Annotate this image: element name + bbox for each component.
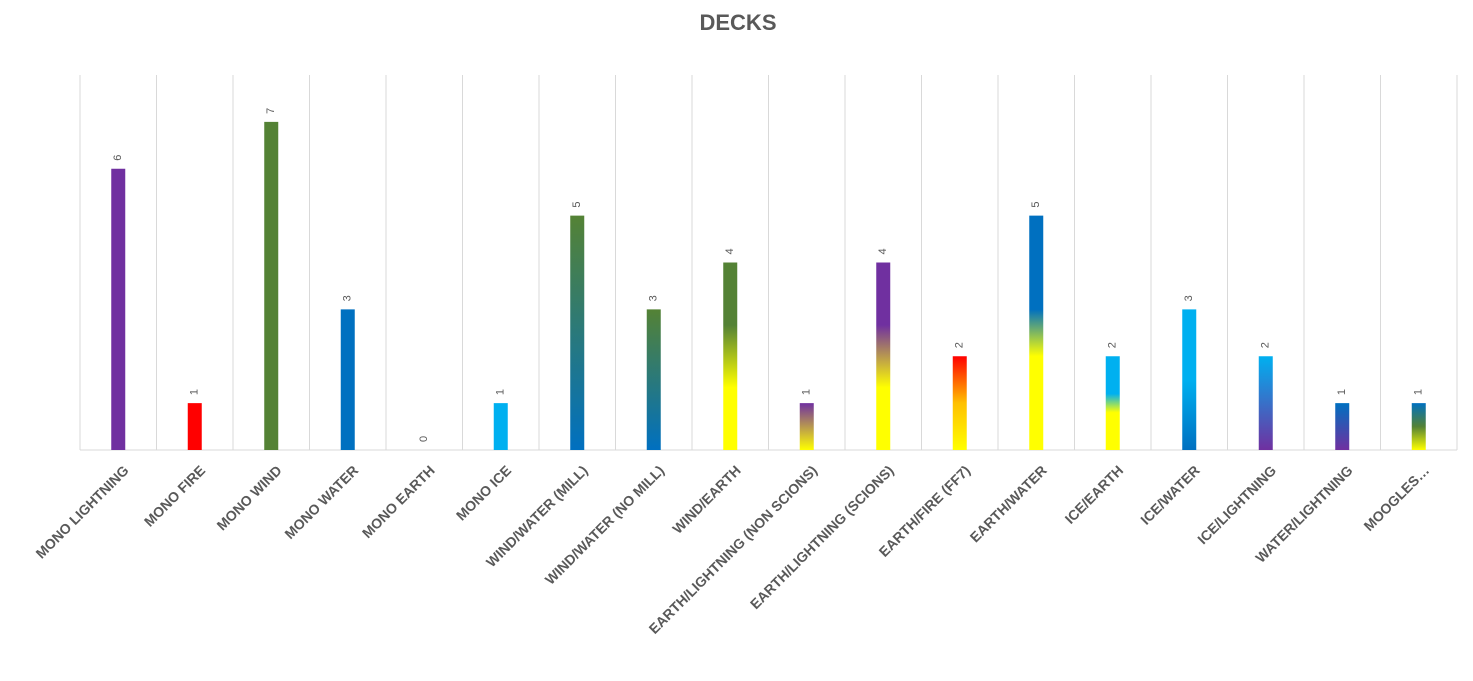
x-tick-label: MONO LIGHTNING: [32, 462, 131, 561]
value-label: 7: [265, 108, 277, 114]
x-tick-label: WIND/EARTH: [669, 462, 744, 537]
x-tick-label: EARTH/LIGHTNING (SCIONS): [747, 462, 897, 612]
value-label: 3: [648, 295, 660, 301]
x-tick-label: EARTH/WATER: [967, 462, 1050, 545]
value-label: 1: [801, 389, 813, 395]
value-label: 6: [112, 155, 124, 161]
value-label: 1: [495, 389, 507, 395]
value-label: 2: [1107, 342, 1119, 348]
value-label: 4: [877, 248, 889, 254]
bar: [1105, 356, 1120, 450]
x-tick-label: MOOGLES…: [1360, 462, 1432, 534]
x-tick-label: ICE/LIGHTNING: [1194, 462, 1279, 547]
bar: [1029, 215, 1044, 450]
bar: [570, 215, 585, 450]
bar: [340, 309, 355, 450]
bar: [493, 403, 508, 450]
x-tick-label: EARTH/LIGHTNING (NON SCIONS): [646, 462, 821, 637]
x-tick-label: MONO WATER: [281, 462, 361, 542]
bar: [187, 403, 202, 450]
x-tick-label: ICE/WATER: [1137, 462, 1203, 528]
x-tick-label: MONO FIRE: [141, 462, 208, 529]
bar: [264, 121, 279, 450]
x-tick-label: ICE/EARTH: [1062, 462, 1127, 527]
x-tick-label: MONO WIND: [213, 462, 284, 533]
value-label: 5: [1030, 202, 1042, 208]
bar: [1182, 309, 1197, 450]
x-tick-label: MONO ICE: [453, 462, 514, 523]
bar: [952, 356, 967, 450]
x-tick-label: MONO EARTH: [359, 462, 438, 541]
value-label: 3: [342, 295, 354, 301]
value-label: 5: [571, 202, 583, 208]
value-label: 0: [418, 436, 430, 442]
value-label: 1: [1413, 389, 1425, 395]
value-label: 1: [189, 389, 201, 395]
value-label: 2: [1260, 342, 1272, 348]
bar: [723, 262, 738, 450]
value-label: 4: [724, 248, 736, 254]
bar: [646, 309, 661, 450]
value-label: 1: [1336, 389, 1348, 395]
bar: [876, 262, 891, 450]
bar: [1335, 403, 1350, 450]
bar: [111, 168, 126, 450]
value-label: 2: [954, 342, 966, 348]
bar: [799, 403, 814, 450]
bar: [1258, 356, 1273, 450]
chart-title: DECKS: [699, 10, 776, 35]
value-label: 3: [1183, 295, 1195, 301]
bar: [1411, 403, 1426, 450]
